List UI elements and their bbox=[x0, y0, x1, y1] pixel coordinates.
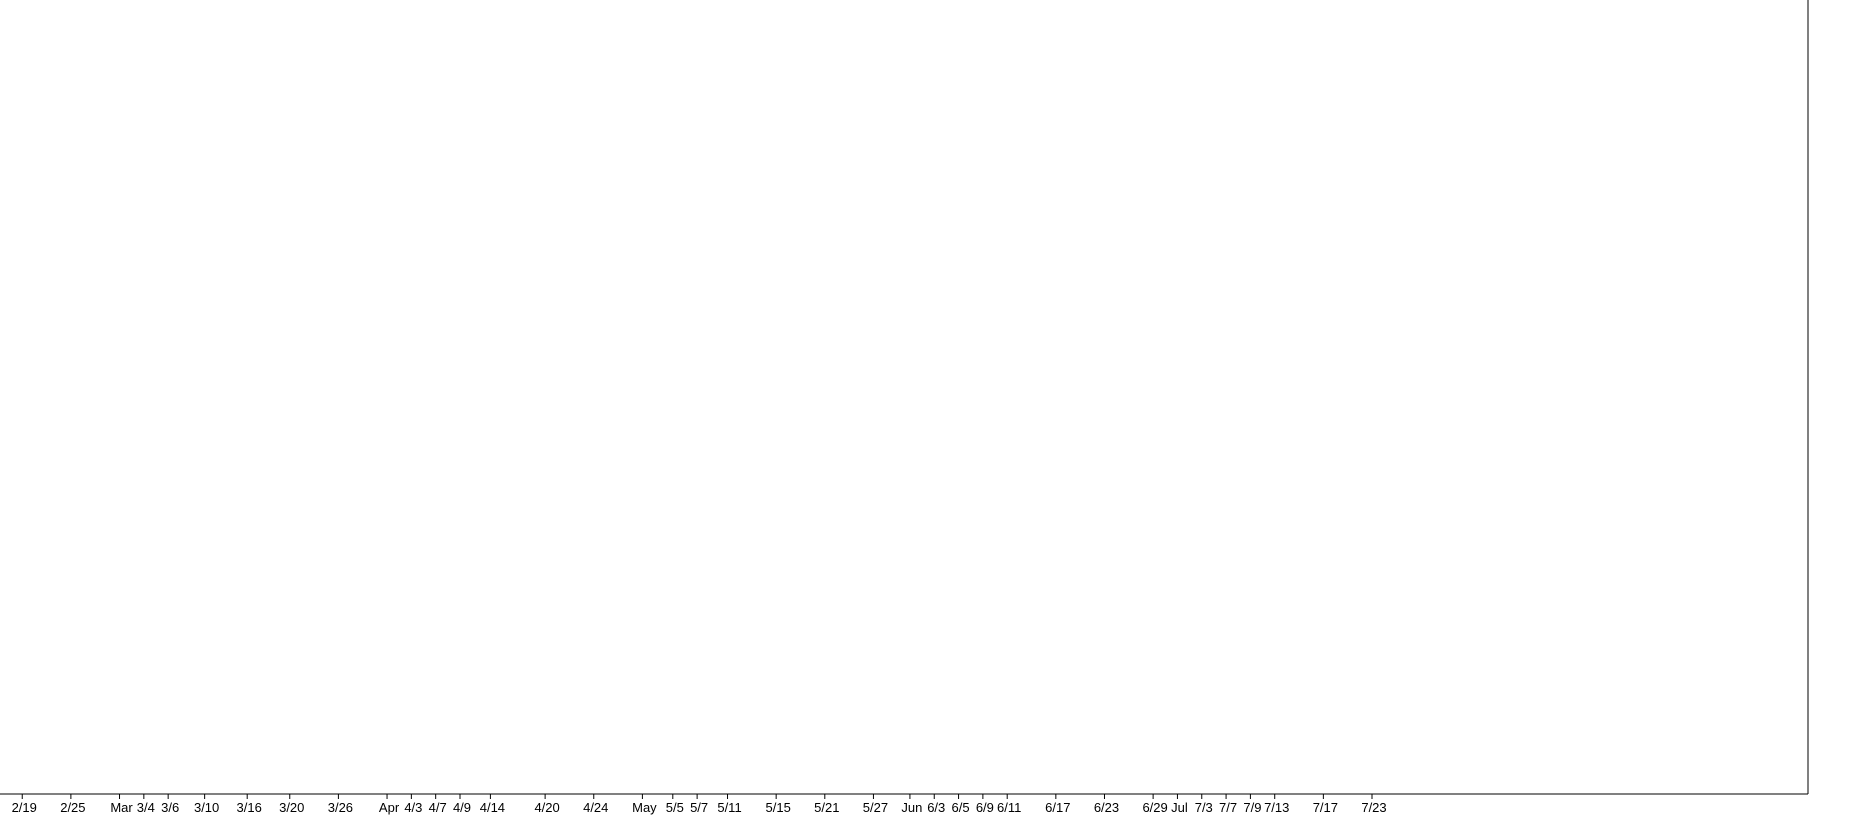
x-tick-label: 3/6 bbox=[161, 800, 179, 815]
x-tick-label: 7/7 bbox=[1219, 800, 1237, 815]
x-tick-label: Jun bbox=[901, 800, 922, 815]
x-tick-label: 4/24 bbox=[583, 800, 608, 815]
x-tick-label: Jul bbox=[1171, 800, 1188, 815]
x-tick-label: 4/7 bbox=[429, 800, 447, 815]
x-tick-label: 3/10 bbox=[194, 800, 219, 815]
x-tick-label: 3/4 bbox=[137, 800, 155, 815]
x-tick-label: 4/9 bbox=[453, 800, 471, 815]
x-tick-label: 5/11 bbox=[717, 800, 741, 815]
x-tick-label: 7/17 bbox=[1313, 800, 1338, 815]
x-tick-label: 6/11 bbox=[997, 800, 1021, 815]
x-tick-label: Apr bbox=[379, 800, 400, 815]
x-tick-label: 5/7 bbox=[690, 800, 708, 815]
x-tick-label: 6/5 bbox=[952, 800, 970, 815]
x-tick-label: 3/16 bbox=[237, 800, 262, 815]
x-tick-label: 2/19 bbox=[12, 800, 37, 815]
x-tick-label: 5/27 bbox=[863, 800, 888, 815]
x-tick-label: 3/20 bbox=[279, 800, 304, 815]
x-tick-label: 7/9 bbox=[1243, 800, 1261, 815]
x-tick-label: 6/23 bbox=[1094, 800, 1119, 815]
x-tick-label: 2/25 bbox=[60, 800, 85, 815]
x-tick-label: 7/3 bbox=[1195, 800, 1213, 815]
x-tick-label: 5/5 bbox=[666, 800, 684, 815]
x-tick-label: Mar bbox=[110, 800, 133, 815]
x-tick-label: 4/20 bbox=[534, 800, 559, 815]
x-tick-label: 7/13 bbox=[1264, 800, 1289, 815]
x-tick-label: 4/3 bbox=[404, 800, 422, 815]
x-tick-label: 5/15 bbox=[766, 800, 791, 815]
x-tick-label: May bbox=[632, 800, 657, 815]
x-tick-label: 6/9 bbox=[976, 800, 994, 815]
x-tick-label: 6/3 bbox=[927, 800, 945, 815]
x-tick-label: 6/29 bbox=[1142, 800, 1167, 815]
x-tick-label: 4/14 bbox=[480, 800, 505, 815]
x-tick-label: 7/23 bbox=[1361, 800, 1386, 815]
x-tick-label: 3/26 bbox=[328, 800, 353, 815]
x-tick-label: 5/21 bbox=[814, 800, 839, 815]
x-tick-label: 6/17 bbox=[1045, 800, 1070, 815]
